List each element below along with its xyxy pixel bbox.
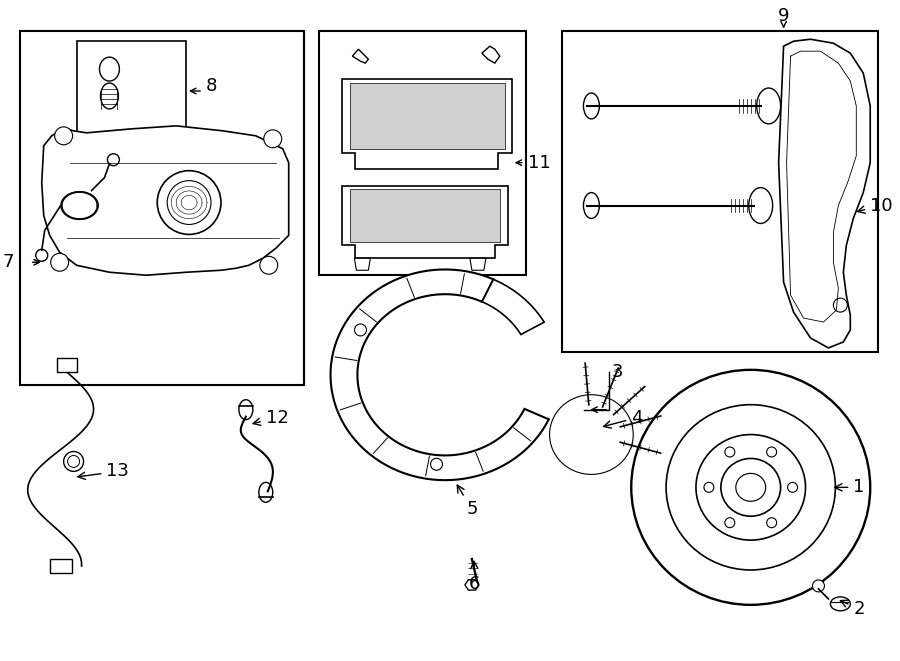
Bar [50,559,72,573]
Ellipse shape [583,93,599,119]
Text: 3: 3 [611,363,623,381]
Ellipse shape [666,405,835,570]
Text: 4: 4 [604,408,643,428]
Ellipse shape [264,130,282,148]
Ellipse shape [259,483,273,502]
Ellipse shape [107,154,120,166]
Ellipse shape [562,405,621,465]
Polygon shape [482,280,544,334]
Polygon shape [343,186,508,258]
Ellipse shape [833,298,847,312]
Bar [57,358,76,372]
Ellipse shape [355,324,366,336]
Ellipse shape [749,188,772,223]
Ellipse shape [260,256,278,274]
Ellipse shape [100,57,120,81]
Ellipse shape [64,451,84,471]
Polygon shape [778,39,870,348]
Polygon shape [343,79,512,169]
Ellipse shape [101,83,119,109]
Ellipse shape [55,127,73,145]
Ellipse shape [631,370,870,605]
Bar [20,31,303,385]
Ellipse shape [724,518,734,527]
Text: 6: 6 [469,561,481,593]
Text: 13: 13 [78,463,130,481]
Ellipse shape [583,192,599,219]
Polygon shape [355,258,370,270]
Bar [76,41,186,136]
Ellipse shape [767,518,777,527]
Ellipse shape [550,395,634,475]
Polygon shape [482,46,500,63]
Polygon shape [353,49,368,63]
Bar [319,31,526,275]
Ellipse shape [788,483,797,492]
Ellipse shape [721,459,780,516]
Ellipse shape [68,455,79,467]
Ellipse shape [831,597,850,611]
Ellipse shape [767,447,777,457]
Ellipse shape [238,400,253,420]
Polygon shape [41,126,289,275]
Ellipse shape [158,171,221,235]
Text: 10: 10 [858,196,893,215]
Text: 9: 9 [778,7,789,25]
Polygon shape [330,270,549,480]
Text: 1: 1 [834,479,865,496]
Polygon shape [350,188,500,243]
Polygon shape [465,580,479,590]
Text: 8: 8 [206,77,218,95]
Text: 7: 7 [3,253,14,271]
Text: 5: 5 [457,485,478,518]
Ellipse shape [757,88,780,124]
Ellipse shape [36,249,48,261]
Ellipse shape [696,434,806,540]
Polygon shape [470,258,486,270]
Ellipse shape [578,420,606,449]
Polygon shape [350,83,505,149]
Text: 12: 12 [253,408,289,426]
Bar [562,31,878,352]
Ellipse shape [50,253,68,271]
Ellipse shape [813,580,824,592]
Text: 2: 2 [841,600,865,618]
Text: 11: 11 [527,154,551,172]
Ellipse shape [724,447,734,457]
Ellipse shape [704,483,714,492]
Ellipse shape [736,473,766,501]
Ellipse shape [430,458,443,470]
Ellipse shape [167,180,211,225]
